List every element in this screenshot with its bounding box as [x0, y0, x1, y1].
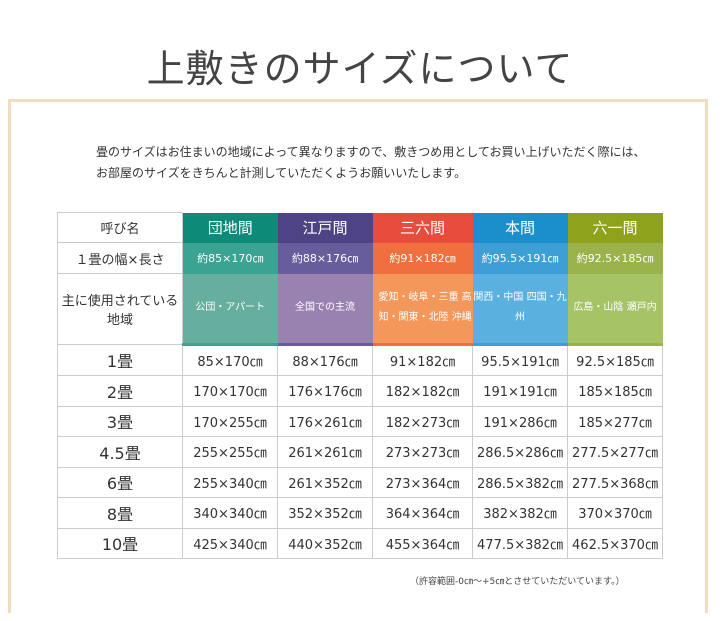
column-header: 三六間: [372, 212, 473, 243]
page-title: 上敷きのサイズについて: [146, 47, 574, 91]
region-cell: 全国での主流: [277, 273, 373, 346]
size-cell: 462.5×370㎝: [567, 527, 663, 559]
size-cell: 170×255㎝: [182, 405, 278, 437]
size-cell: 185×277㎝: [567, 405, 663, 437]
row-label: 2畳: [57, 375, 183, 407]
size-cell: 382×382㎝: [472, 497, 568, 529]
region-cell: 広島・山陰 瀬戸内: [567, 273, 663, 346]
size-cell: 261×261㎝: [277, 436, 373, 468]
size-cell: 182×182㎝: [372, 375, 473, 407]
size-cell: 95.5×191㎝: [472, 343, 568, 376]
size-cell: 255×340㎝: [182, 466, 278, 498]
base-size-cell: 約85×170㎝: [182, 242, 278, 274]
row-label: 6畳: [57, 466, 183, 498]
size-table: 呼び名 団地間 江戸間 三六間 本間 六一間 １畳の幅×長さ 約85×170㎝ 約88×176㎝…: [57, 212, 663, 559]
base-size-cell: 約88×176㎝: [277, 242, 373, 274]
size-cell: 286.5×286㎝: [472, 436, 568, 468]
region-cell: 関西・中国 四国・九州: [472, 273, 568, 346]
size-cell: 261×352㎝: [277, 466, 373, 498]
size-cell: 185×185㎝: [567, 375, 663, 407]
table-row: 1畳 85×170㎝ 88×176㎝ 91×182㎝ 95.5×191㎝ 92.5×185…: [57, 343, 663, 376]
size-cell: 85×170㎝: [182, 343, 278, 376]
table-row: 10畳 425×340㎝ 440×352㎝ 455×364㎝ 477.5×382㎝ 462…: [57, 527, 663, 559]
size-cell: 286.5×382㎝: [472, 466, 568, 498]
row-label: 3畳: [57, 405, 183, 437]
row-label: 10畳: [57, 527, 183, 559]
size-cell: 364×364㎝: [372, 497, 473, 529]
table-row: １畳の幅×長さ 約85×170㎝ 約88×176㎝ 約91×182㎝ 約95.5×191…: [57, 242, 663, 274]
size-cell: 370×370㎝: [567, 497, 663, 529]
table-row: 4.5畳 255×255㎝ 261×261㎝ 273×273㎝ 286.5×286㎝ 27…: [57, 436, 663, 468]
size-cell: 191×286㎝: [472, 405, 568, 437]
size-cell: 176×176㎝: [277, 375, 373, 407]
base-size-cell: 約95.5×191㎝: [472, 242, 568, 274]
size-cell: 340×340㎝: [182, 497, 278, 529]
size-cell: 455×364㎝: [372, 527, 473, 559]
size-cell: 92.5×185㎝: [567, 343, 663, 376]
size-cell: 425×340㎝: [182, 527, 278, 559]
table-row: 主に使用されている地域 公団・アパート 全国での主流 愛知・岐阜・三重 高知・関東・北…: [57, 273, 663, 346]
size-cell: 277.5×277㎝: [567, 436, 663, 468]
size-cell: 91×182㎝: [372, 343, 473, 376]
row-label: 8畳: [57, 497, 183, 529]
row-label: 主に使用されている地域: [57, 273, 183, 345]
base-size-cell: 約91×182㎝: [372, 242, 473, 274]
region-cell: 愛知・岐阜・三重 高知・関東・北陸 沖縄: [372, 273, 473, 346]
size-cell: 170×170㎝: [182, 375, 278, 407]
size-cell: 477.5×382㎝: [472, 527, 568, 559]
column-header: 団地間: [182, 212, 278, 243]
row-label: 1畳: [57, 343, 183, 376]
size-cell: 273×364㎝: [372, 466, 473, 498]
size-cell: 352×352㎝: [277, 497, 373, 529]
region-cell: 公団・アパート: [182, 273, 278, 346]
intro-line: 畳のサイズはお住まいの地域によって異なりますので、敷きつめ用としてお買い上げいた…: [96, 145, 646, 159]
table-row: 呼び名 団地間 江戸間 三六間 本間 六一間: [57, 212, 663, 243]
table-row: 8畳 340×340㎝ 352×352㎝ 364×364㎝ 382×382㎝ 370×37…: [57, 497, 663, 529]
size-cell: 255×255㎝: [182, 436, 278, 468]
column-header: 江戸間: [277, 212, 373, 243]
size-cell: 88×176㎝: [277, 343, 373, 376]
intro-text: 畳のサイズはお住まいの地域によって異なりますので、敷きつめ用としてお買い上げいた…: [96, 142, 645, 184]
tolerance-note: （許容範囲-0㎝～+5㎝とさせていただいています。）: [410, 577, 625, 587]
size-cell: 191×191㎝: [472, 375, 568, 407]
table-row: 3畳 170×255㎝ 176×261㎝ 182×273㎝ 191×286㎝ 185×27…: [57, 405, 663, 437]
column-header: 本間: [472, 212, 568, 243]
row-label: 呼び名: [57, 212, 183, 243]
content-frame: [8, 99, 708, 613]
intro-line: お部屋のサイズをきちんと計測していただくようお願いいたします。: [96, 166, 467, 180]
size-cell: 182×273㎝: [372, 405, 473, 437]
table-row: 2畳 170×170㎝ 176×176㎝ 182×182㎝ 191×191㎝ 185×18…: [57, 375, 663, 407]
table-row: 6畳 255×340㎝ 261×352㎝ 273×364㎝ 286.5×382㎝ 277.…: [57, 466, 663, 498]
row-label: １畳の幅×長さ: [57, 242, 183, 274]
size-cell: 277.5×368㎝: [567, 466, 663, 498]
size-cell: 273×273㎝: [372, 436, 473, 468]
size-cell: 176×261㎝: [277, 405, 373, 437]
size-cell: 440×352㎝: [277, 527, 373, 559]
base-size-cell: 約92.5×185㎝: [567, 242, 663, 274]
column-header: 六一間: [567, 212, 663, 243]
row-label: 4.5畳: [57, 436, 183, 468]
